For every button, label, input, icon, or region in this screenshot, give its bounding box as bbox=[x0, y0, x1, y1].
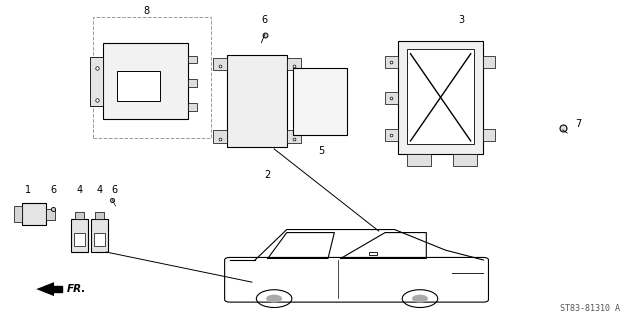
Text: ST83-81310 A: ST83-81310 A bbox=[560, 304, 620, 313]
Bar bbox=[453, 154, 477, 166]
Text: 6: 6 bbox=[111, 185, 117, 195]
Text: 6: 6 bbox=[50, 185, 57, 195]
Circle shape bbox=[412, 295, 428, 303]
FancyBboxPatch shape bbox=[225, 258, 489, 302]
Bar bbox=[96, 212, 104, 219]
Text: 8: 8 bbox=[143, 6, 149, 16]
Bar bbox=[385, 56, 397, 68]
Bar bbox=[71, 219, 88, 252]
Bar bbox=[483, 56, 495, 68]
Bar bbox=[75, 212, 84, 219]
Bar bbox=[117, 71, 160, 101]
Bar bbox=[227, 55, 287, 147]
Bar bbox=[483, 129, 495, 141]
Bar bbox=[14, 206, 22, 222]
Bar bbox=[189, 56, 197, 63]
Bar bbox=[92, 219, 108, 252]
Bar bbox=[189, 79, 197, 87]
Text: 3: 3 bbox=[458, 15, 464, 25]
Text: 5: 5 bbox=[318, 146, 325, 156]
Bar bbox=[103, 43, 189, 119]
Bar bbox=[213, 58, 227, 69]
Bar bbox=[189, 103, 197, 111]
Polygon shape bbox=[52, 286, 62, 292]
Text: 4: 4 bbox=[97, 185, 103, 195]
Bar bbox=[385, 129, 397, 141]
Text: 6: 6 bbox=[262, 15, 268, 25]
Bar bbox=[94, 233, 105, 246]
Text: 4: 4 bbox=[76, 185, 82, 195]
Polygon shape bbox=[36, 282, 54, 296]
Bar bbox=[46, 209, 55, 220]
Text: FR.: FR. bbox=[67, 284, 86, 294]
Text: 1: 1 bbox=[25, 185, 31, 195]
Bar bbox=[293, 68, 347, 135]
Bar bbox=[407, 49, 474, 144]
Bar bbox=[407, 154, 431, 166]
Circle shape bbox=[266, 295, 282, 303]
Bar bbox=[94, 17, 211, 138]
Bar bbox=[385, 92, 397, 105]
Text: 2: 2 bbox=[264, 170, 271, 180]
Bar bbox=[90, 57, 103, 106]
Bar bbox=[369, 252, 377, 255]
Bar bbox=[74, 233, 85, 246]
Text: 7: 7 bbox=[575, 118, 582, 129]
Bar bbox=[22, 204, 46, 225]
Bar bbox=[287, 131, 301, 142]
Bar bbox=[397, 41, 483, 154]
Bar bbox=[213, 131, 227, 142]
Bar bbox=[287, 58, 301, 69]
